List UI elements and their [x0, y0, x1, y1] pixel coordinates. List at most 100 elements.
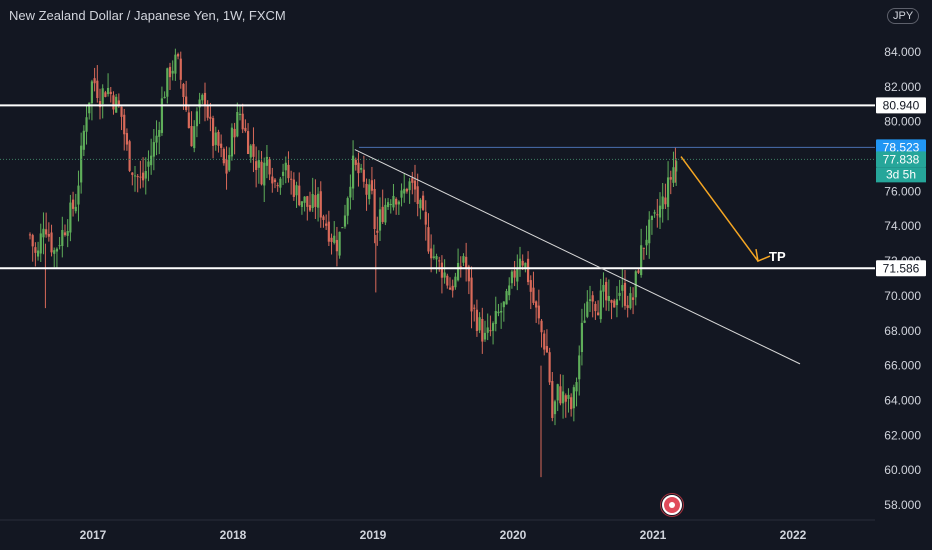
candle-body	[591, 295, 594, 302]
arrow-head	[755, 248, 771, 263]
currency-badge[interactable]: JPY	[887, 8, 920, 24]
candle-body	[322, 216, 325, 220]
candle-body	[112, 95, 115, 110]
candle-body	[168, 66, 172, 78]
candle-body	[489, 330, 492, 332]
candle-body	[473, 307, 476, 309]
time-axis[interactable]: 2017 2018 2019 2020 2021 2022	[0, 519, 875, 542]
price-tick-label: 74.000	[884, 219, 921, 233]
candle-body	[483, 332, 487, 340]
candle-body	[645, 239, 648, 246]
candle-body	[217, 131, 220, 146]
candle-body	[462, 256, 465, 263]
candle-body	[392, 195, 395, 208]
candle-body	[605, 281, 608, 301]
price-axis[interactable]: 84.00082.00080.00078.00076.00074.00072.0…	[884, 45, 921, 512]
candle-body	[109, 91, 112, 95]
candle-body	[249, 145, 252, 158]
time-tick-label: 2018	[220, 528, 247, 542]
candle-body	[136, 176, 139, 178]
drawing-overlays: TP	[0, 104, 875, 365]
candle-body	[508, 285, 511, 296]
candle-body	[664, 197, 667, 205]
economic-event-icon[interactable]	[660, 493, 684, 517]
candle-body	[327, 221, 330, 242]
candle-body	[319, 191, 322, 218]
candle-body	[510, 271, 514, 284]
candle-body	[395, 198, 398, 205]
candle-body	[465, 256, 468, 269]
candle-body	[195, 111, 199, 127]
resistance-price-label: 80.940	[883, 98, 920, 112]
candle-body	[263, 162, 266, 186]
arrow-line[interactable]	[680, 156, 759, 262]
candle-body	[613, 300, 616, 308]
candle-body	[631, 297, 635, 300]
price-tick-label: 70.000	[884, 289, 921, 303]
candle-body	[182, 83, 185, 98]
candle-body	[63, 232, 67, 236]
candle-body	[661, 196, 664, 210]
candle-body	[435, 256, 438, 260]
candle-body	[602, 284, 605, 292]
candle-body	[333, 235, 336, 243]
candle-body	[532, 287, 535, 303]
candle-body	[486, 327, 489, 333]
candle-body	[459, 266, 462, 268]
candle-body	[403, 188, 406, 194]
time-tick-label: 2021	[640, 528, 667, 542]
candle-body	[570, 397, 573, 410]
current-price-label-bg	[876, 151, 926, 168]
candle-body	[416, 186, 419, 204]
candle-body	[596, 312, 600, 316]
candle-body	[141, 172, 145, 181]
candle-body	[90, 81, 94, 104]
candle-body	[174, 54, 177, 74]
candle-body	[179, 58, 182, 80]
candle-body	[45, 229, 48, 235]
candle-body	[559, 386, 562, 404]
candle-body	[233, 128, 236, 138]
candle-body	[494, 311, 497, 324]
candle-body	[675, 161, 678, 172]
trend-line[interactable]	[354, 149, 801, 365]
candle-body	[193, 126, 196, 149]
candle-body	[171, 70, 174, 74]
candle-body	[241, 113, 244, 130]
candle-body	[139, 176, 142, 178]
candle-body	[421, 195, 425, 210]
candle-body	[656, 214, 659, 216]
candle-body	[42, 228, 45, 238]
price-tick-label: 68.000	[884, 324, 921, 338]
candle-body	[123, 114, 126, 135]
candle-body	[34, 247, 37, 253]
candle-body	[55, 248, 59, 252]
candle-body	[640, 245, 643, 276]
candle-body	[413, 180, 417, 190]
candle-body	[349, 186, 352, 198]
candle-body	[524, 262, 527, 269]
candle-body	[117, 100, 120, 106]
candle-body	[607, 295, 610, 302]
candle-body	[626, 305, 629, 308]
candle-body	[497, 311, 500, 314]
candle-body	[155, 135, 158, 143]
candle-body	[303, 196, 306, 203]
candle-body	[147, 161, 150, 167]
candle-body	[599, 290, 602, 320]
candle-body	[540, 320, 543, 333]
price-tick-label: 76.000	[884, 184, 921, 198]
candle-body	[273, 179, 277, 182]
time-tick-label: 2022	[780, 528, 807, 542]
candle-body	[360, 167, 363, 170]
candle-body	[432, 256, 435, 258]
candle-body	[77, 185, 80, 205]
candle-body	[535, 301, 538, 308]
candle-body	[500, 310, 503, 313]
time-tick-label: 2019	[360, 528, 387, 542]
candle-body	[653, 212, 656, 214]
candle-body	[658, 205, 662, 218]
candle-body	[128, 141, 131, 171]
candle-body	[440, 262, 444, 278]
